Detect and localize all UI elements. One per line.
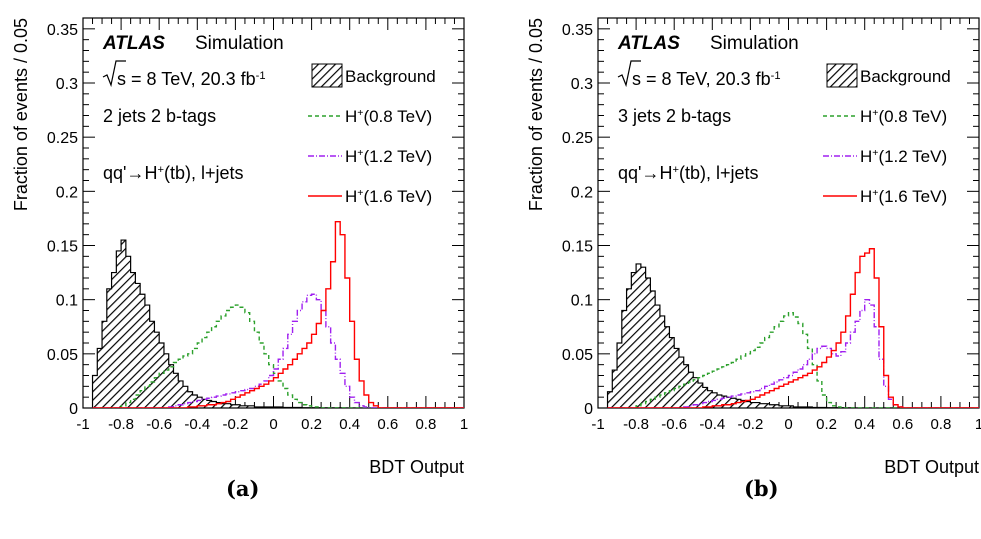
legend-label: H+(1.6 TeV) bbox=[860, 187, 947, 206]
x-tick-label: -1 bbox=[591, 416, 604, 433]
y-axis-label: Fraction of events / 0.05 bbox=[526, 18, 546, 211]
sqrt-symbol bbox=[617, 60, 641, 88]
x-tick-label: 0.6 bbox=[892, 416, 913, 433]
simulation-label: Simulation bbox=[195, 33, 284, 54]
legend-label: H+(0.8 TeV) bbox=[345, 107, 432, 126]
x-tick-label: 0 bbox=[784, 416, 792, 433]
y-tick-label: 0 bbox=[584, 401, 593, 418]
y-tick-label: 0.25 bbox=[562, 130, 593, 147]
x-axis-label: BDT Output bbox=[884, 457, 979, 477]
process-label: qq'→H+(tb), l+jets bbox=[618, 163, 759, 183]
y-tick-label: 0 bbox=[69, 401, 78, 418]
x-tick-label: -0.6 bbox=[146, 416, 172, 433]
legend-swatch-background bbox=[311, 63, 343, 88]
energy-label: s = 8 TeV, 20.3 fb-1 bbox=[117, 69, 266, 89]
series-background bbox=[91, 239, 464, 408]
x-tick-label: -0.4 bbox=[184, 416, 210, 433]
series-h-0-8-tev- bbox=[92, 304, 464, 408]
histograms bbox=[91, 220, 464, 408]
y-axis-label: Fraction of events / 0.05 bbox=[11, 18, 31, 211]
y-tick-label: 0.25 bbox=[47, 130, 78, 147]
y-tick-label: 0.05 bbox=[562, 347, 593, 364]
legend-label: H+(1.6 TeV) bbox=[345, 187, 432, 206]
x-tick-label: -0.2 bbox=[222, 416, 248, 433]
x-tick-label: 0.4 bbox=[854, 416, 875, 433]
series-background bbox=[606, 263, 979, 408]
x-tick-label: -0.8 bbox=[623, 416, 649, 433]
process-label: qq'→H+(tb), l+jets bbox=[103, 163, 244, 183]
legend-label: Background bbox=[345, 67, 436, 86]
energy-label: s = 8 TeV, 20.3 fb-1 bbox=[632, 69, 781, 89]
x-tick-label: -0.6 bbox=[661, 416, 687, 433]
series-h-0-8-tev- bbox=[607, 311, 979, 408]
legend-label: Background bbox=[860, 67, 951, 86]
legend-swatch-background bbox=[826, 63, 858, 88]
chart-panel-b: 0 0.05 0.1 0.15 0.2 0.25 0.3 0.35 -1 -0.8 -0.6 -0.4… bbox=[526, 17, 981, 477]
atlas-label: ATLAS bbox=[102, 33, 165, 54]
category-label: 2 jets 2 b-tags bbox=[103, 106, 216, 126]
x-tick-label: 0.8 bbox=[415, 416, 436, 433]
series-h-1-6-tev- bbox=[607, 248, 979, 408]
y-tick-label: 0.15 bbox=[562, 239, 593, 256]
y-tick-label: 0.2 bbox=[56, 184, 78, 201]
panel-b-caption: (b) bbox=[744, 476, 779, 501]
y-tick-label: 0.35 bbox=[562, 22, 593, 39]
y-tick-label: 0.3 bbox=[571, 76, 593, 93]
y-tick-label: 0.1 bbox=[571, 293, 593, 310]
x-tick-label: -0.4 bbox=[699, 416, 725, 433]
legend-label: H+(1.2 TeV) bbox=[860, 147, 947, 166]
chart-panel-a: 0 0.05 0.1 0.15 0.2 0.25 0.3 0.35 -1 -0.8 -0.6 -0.4… bbox=[11, 17, 468, 477]
y-tick-label: 0.2 bbox=[571, 184, 593, 201]
histograms bbox=[606, 248, 979, 408]
x-tick-label: 0 bbox=[269, 416, 277, 433]
series-h-1-6-tev- bbox=[92, 220, 464, 408]
x-tick-label: -1 bbox=[76, 416, 89, 433]
category-label: 3 jets 2 b-tags bbox=[618, 106, 731, 126]
y-tick-label: 0.1 bbox=[56, 293, 78, 310]
x-tick-label: 0.6 bbox=[377, 416, 398, 433]
y-tick-label: 0.35 bbox=[47, 22, 78, 39]
y-tick-label: 0.3 bbox=[56, 76, 78, 93]
series-h-1-2-tev- bbox=[92, 293, 464, 408]
y-tick-label: 0.05 bbox=[47, 347, 78, 364]
y-tick-label: 0.15 bbox=[47, 239, 78, 256]
x-tick-label: 1 bbox=[975, 416, 981, 433]
x-tick-label: 1 bbox=[460, 416, 468, 433]
panel-a-caption: (a) bbox=[226, 476, 260, 501]
x-axis-label: BDT Output bbox=[369, 457, 464, 477]
legend-label: H+(1.2 TeV) bbox=[345, 147, 432, 166]
x-tick-label: 0.8 bbox=[930, 416, 951, 433]
x-tick-label: 0.2 bbox=[816, 416, 837, 433]
simulation-label: Simulation bbox=[710, 33, 799, 54]
legend-label: H+(0.8 TeV) bbox=[860, 107, 947, 126]
sqrt-symbol bbox=[102, 60, 126, 88]
x-tick-label: -0.2 bbox=[737, 416, 763, 433]
atlas-label: ATLAS bbox=[617, 33, 680, 54]
x-tick-label: -0.8 bbox=[108, 416, 134, 433]
x-tick-label: 0.4 bbox=[339, 416, 360, 433]
x-tick-label: 0.2 bbox=[301, 416, 322, 433]
